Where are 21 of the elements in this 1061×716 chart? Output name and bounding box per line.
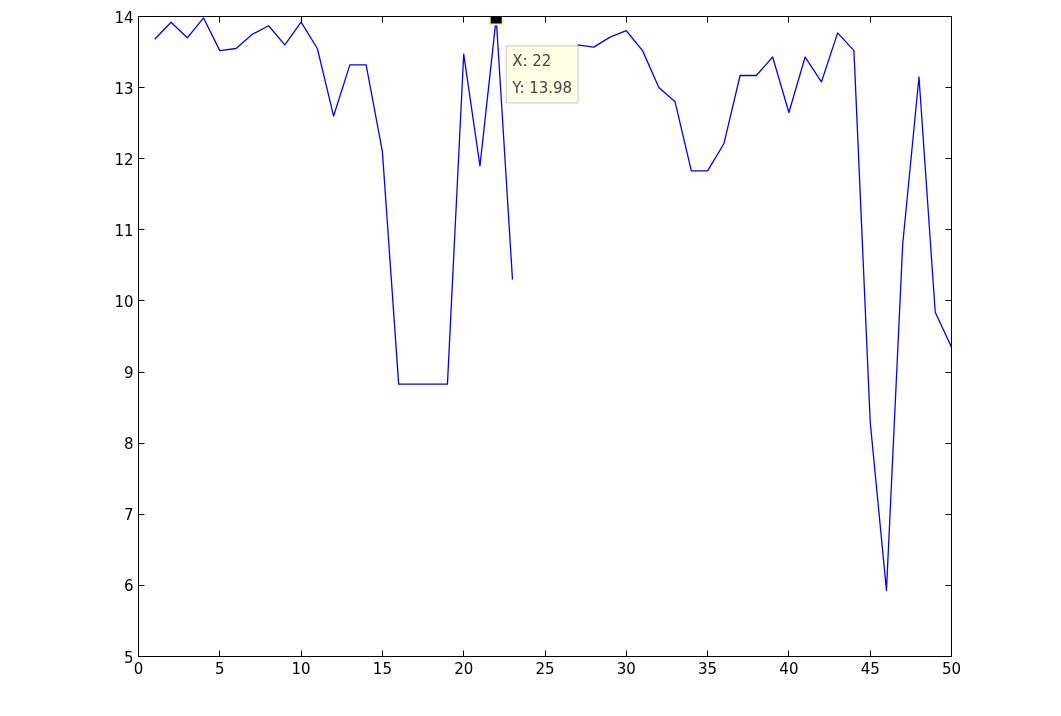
y-tick-label: 7 <box>123 506 134 525</box>
y-tick-label: 12 <box>114 150 134 169</box>
y-tick-label: 11 <box>114 221 134 240</box>
y-tick-label: 9 <box>123 364 134 383</box>
x-tick-label: 15 <box>372 659 392 678</box>
y-tick-label: 8 <box>123 435 134 454</box>
y-tick-label: 10 <box>114 292 134 311</box>
y-tick-label: 6 <box>123 577 134 596</box>
x-tick-label: 25 <box>535 659 555 678</box>
x-tick-label: 20 <box>454 659 474 678</box>
x-tick-label: 35 <box>698 659 718 678</box>
y-tick-label: 13 <box>114 79 134 98</box>
y-tick-label: 14 <box>114 8 134 27</box>
x-tick-label: 0 <box>133 659 144 678</box>
x-tick-label: 30 <box>616 659 636 678</box>
x-tick-label: 45 <box>860 659 880 678</box>
annotation: X: 22 Y: 13.98 <box>511 51 573 97</box>
x-tick-label: 10 <box>291 659 311 678</box>
x-tick-label: 40 <box>779 659 799 678</box>
x-tick-label: 5 <box>215 659 225 678</box>
x-tick-label: 50 <box>941 659 962 678</box>
